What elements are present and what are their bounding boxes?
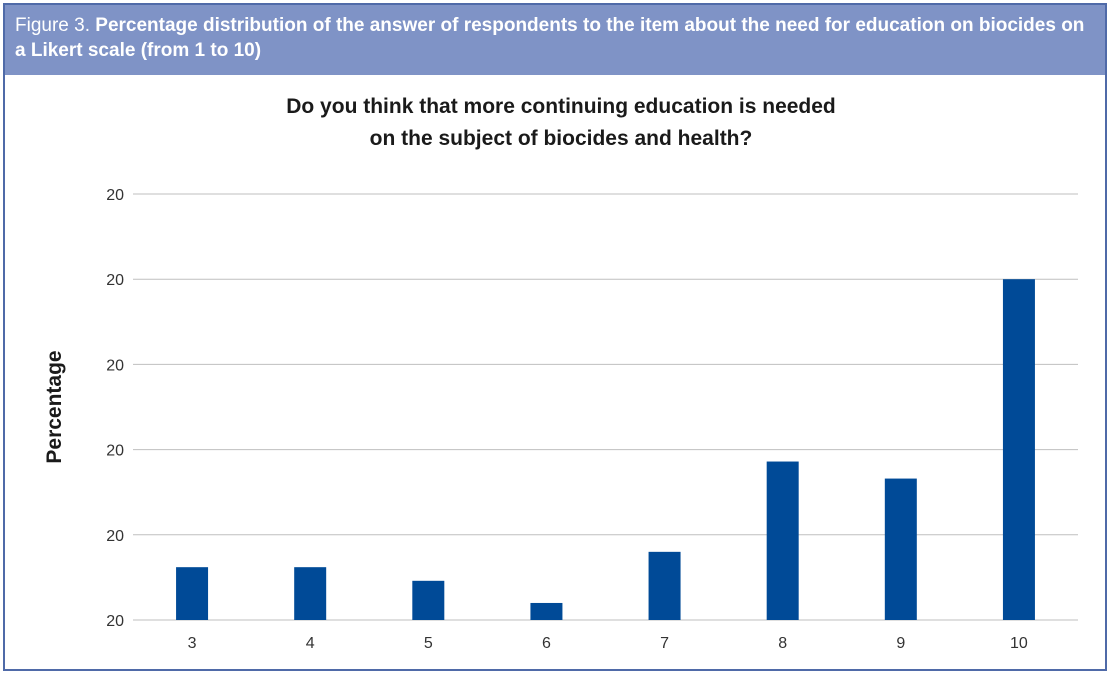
y-tick-group: 20 20 20 20 20 20 [106,187,124,630]
x-tick-label: 5 [424,635,433,652]
y-tick-label: 20 [106,357,124,374]
bar-8 [766,461,799,620]
bar-7 [648,551,681,620]
grid-group [133,193,1078,621]
bar-5 [412,580,445,620]
caption-text: Percentage distribution of the answer of… [15,15,1085,61]
x-tick-label: 4 [306,635,315,652]
x-tick-label: 6 [542,635,551,652]
bar-4 [294,567,327,620]
bar-9 [884,478,917,620]
y-axis-title: Percentage [43,350,66,463]
bar-3 [176,567,209,620]
y-tick-label: 20 [106,528,124,545]
y-tick-label: 20 [106,443,124,460]
bar-6 [530,602,563,620]
x-tick-label: 3 [188,635,197,652]
y-tick-label: 20 [106,272,124,289]
bars-group [176,279,1035,620]
bar-10 [1002,279,1035,620]
x-tick-label: 9 [896,635,905,652]
chart-title-line-2: on the subject of biocides and health? [370,127,753,150]
x-tick-label: 10 [1010,635,1028,652]
chart-title-line-1: Do you think that more continuing educat… [286,95,836,118]
figure-label: Figure 3. [15,15,90,36]
x-tick-group: 3 4 5 6 7 8 9 10 [188,635,1028,652]
y-tick-label: 20 [106,613,124,630]
x-tick-label: 8 [778,635,787,652]
x-tick-label: 7 [660,635,669,652]
figure-frame: Figure 3. Percentage distribution of the… [3,3,1107,671]
y-tick-label: 20 [106,187,124,204]
figure-caption: Figure 3. Percentage distribution of the… [5,5,1105,75]
